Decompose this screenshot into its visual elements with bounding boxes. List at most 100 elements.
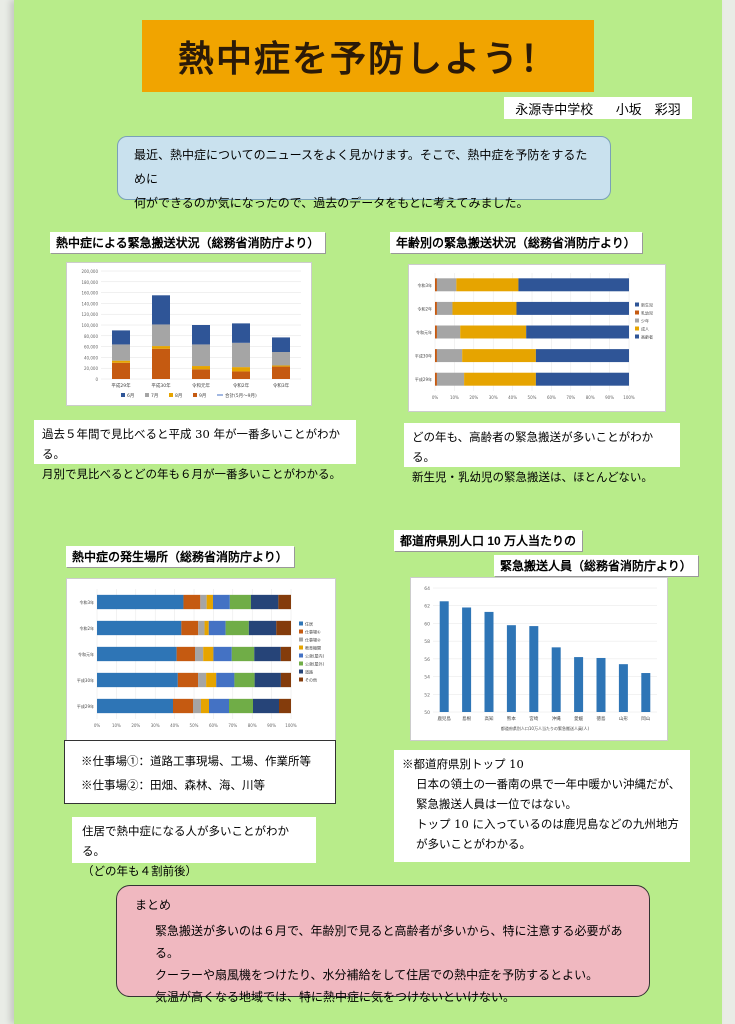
bar-segment [204,620,209,636]
bar-segment [198,620,205,636]
bar-segment [535,349,629,363]
bar-segment [112,330,130,345]
bar-segment [248,620,277,636]
bar-segment [253,698,279,714]
legend-swatch [635,318,639,323]
bar [641,673,651,712]
x-tick-label: 40% [508,395,517,400]
legend-label: 公衆(屋外) [305,661,325,667]
bar-segment [213,646,232,662]
legend-swatch [299,653,303,658]
age-section-title: 年齢別の緊急搬送状況（総務省消防庁より） [390,232,642,253]
transport-section-title: 熱中症による緊急搬送状況（総務省消防庁より） [50,232,326,253]
x-tick-label: 0% [94,723,101,728]
x-tick-label: 50% [190,723,199,728]
bar-segment [452,301,517,315]
x-tick-label: 熊本 [507,715,516,722]
y-tick-label: 平成30年 [415,353,432,359]
x-tick-label: 30% [489,395,498,400]
legend-label: その他 [305,677,317,683]
age-chart-svg: 0% 10% 20% 30% 40% 50% 60% 70% 80% 90% 100% 令和3年令和2… [415,273,653,400]
bar-segment [97,672,178,688]
bar-segment [183,594,201,610]
bar-segment [234,672,255,688]
x-tick-label: 徳島 [597,715,606,722]
bar-segment [97,594,184,610]
note-line: 過去５年間で見比べると平成 30 年が一番多いことがわかる。 [42,427,340,461]
x-tick-label: 70% [566,395,575,400]
bar-segment [436,325,461,339]
prefecture-chart: 50 52 54 56 58 60 62 64 鹿児島 島根 高知 熊本 宮崎 沖縄 愛媛 徳島 山形 岡山 都道府… [410,577,668,741]
summary-line: 気温が高くなる地域では、特に熱中症に気をつけないといけない。 [155,990,516,1004]
legend-label: 成人 [641,326,649,332]
bar-segment [203,646,214,662]
bar [574,657,584,712]
bar [462,607,472,712]
place-section-title: 熱中症の発生場所（総務省消防庁より） [66,546,294,567]
y-tick-label: 58 [424,639,430,645]
y-tick-label: 56 [424,657,430,663]
y-tick-label: 平成29年 [77,703,94,709]
bar-segment [462,349,536,363]
intro-line: 何ができるのか気になったので、過去のデータをもとに考えてみました。 [134,196,529,210]
y-tick-label: 80,000 [84,334,98,339]
legend-swatch [299,669,303,674]
bar-segment [152,348,170,379]
legend-label: 住居 [305,621,313,627]
legend-label: 仕事場① [305,629,321,635]
x-tick-label: 10% [450,395,459,400]
legend-label: 道路 [305,669,313,675]
legend-label: 教育機関 [305,645,321,651]
note-line: ※仕事場①：道路工事現場、工場、作業所等 [81,754,311,768]
y-tick-label: 20,000 [84,366,98,371]
note-line: 緊急搬送人員は一位ではない。 [416,797,577,811]
legend-swatch [299,677,303,682]
bar-segment [456,278,519,292]
bar-segment [435,325,437,339]
bar-segment [229,594,251,610]
legend-label: 少年 [641,318,649,324]
x-tick-label: 90% [267,723,276,728]
summary-box: まとめ 緊急搬送が多いのは６月で、年齢別で見ると高齢者が多いから、特に注意する必… [116,885,650,1004]
legend-label: 高齢者 [641,334,653,340]
x-tick-label: 100% [623,395,635,400]
bar-segment [278,594,291,610]
bar-segment [272,337,290,352]
author-label: 永源寺中学校 小坂 彩羽 [504,97,692,119]
bar-segment [176,646,196,662]
legend-swatch [121,393,125,397]
bar-segment [192,325,210,345]
bar-segment [254,646,281,662]
bar-segment [460,325,527,339]
transport-chart-svg: 0 20,000 40,000 60,000 80,000 100,000 120,000 1… [81,269,301,399]
bar-segment [232,371,250,379]
y-tick-label: 60 [424,621,430,627]
x-tick-label: 30% [151,723,160,728]
bar-segment [280,646,291,662]
legend-label: 合計(5月〜9月) [225,392,257,399]
note-line: ※仕事場②：田畑、森林、海、川等 [81,778,265,792]
x-tick-label: 鹿児島 [437,715,451,722]
transport-note: 過去５年間で見比べると平成 30 年が一番多いことがわかる。 月別で見比べるとど… [34,420,356,481]
summary-title: まとめ [135,898,172,912]
bar-segment [152,346,170,349]
bar-segment [173,698,193,714]
summary-line: クーラーや扇風機をつけたり、水分補給をして住居での熱中症を予防するとよい。 [155,968,599,982]
bar-segment [177,672,199,688]
bar [506,625,516,712]
x-tick-label: 平成30年 [151,382,171,389]
x-tick-label: 島根 [462,715,471,722]
bar-segment [97,620,182,636]
bar-segment [112,362,130,379]
bar [618,664,628,712]
bar-segment [436,349,463,363]
bar-segment [152,324,170,347]
age-chart: 0% 10% 20% 30% 40% 50% 60% 70% 80% 90% 100% 令和3年 令和2… [408,264,666,412]
y-tick-label: 令和2年 [417,305,432,311]
y-tick-label: 52 [424,692,430,698]
bar [596,657,606,712]
legend-swatch [299,645,303,650]
bar-segment [212,594,230,610]
poster-title: 熱中症を予防しよう！ [177,38,558,80]
y-tick-label: 令和3年 [417,282,432,288]
